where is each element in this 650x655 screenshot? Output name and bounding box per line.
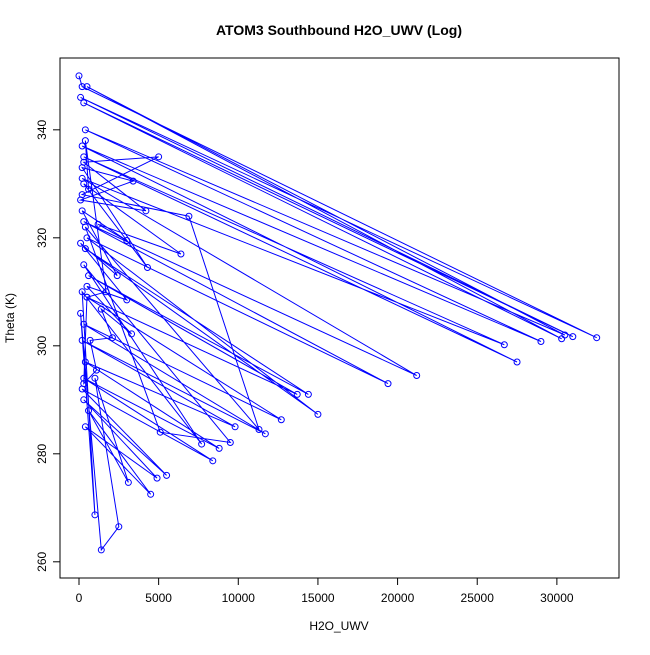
- data-point: [93, 366, 101, 374]
- y-tick-label: 300: [35, 335, 49, 355]
- x-tick-label: 25000: [461, 591, 495, 605]
- data-point: [261, 430, 269, 438]
- data-point: [513, 358, 521, 366]
- data-point: [209, 457, 217, 465]
- data-point: [153, 474, 161, 482]
- data-point: [81, 223, 89, 231]
- data-point: [198, 440, 206, 448]
- data-point: [78, 288, 86, 296]
- data-point: [113, 272, 121, 280]
- plot-box: [59, 57, 620, 579]
- data-point: [85, 185, 93, 193]
- data-point: [593, 334, 601, 342]
- data-point: [561, 331, 569, 339]
- data-line: [78, 75, 597, 552]
- data-point: [569, 333, 577, 341]
- x-tick-label: 30000: [540, 591, 574, 605]
- data-point: [78, 142, 86, 150]
- data-point: [500, 341, 508, 349]
- data-point: [155, 153, 163, 161]
- data-point: [123, 296, 131, 304]
- x-tick-label: 5000: [145, 591, 172, 605]
- data-point: [97, 305, 105, 313]
- data-point: [226, 438, 234, 446]
- data-point: [83, 282, 91, 290]
- data-point: [83, 293, 91, 301]
- data-point: [293, 390, 301, 398]
- data-point: [163, 471, 171, 479]
- data-point: [91, 374, 99, 382]
- data-point: [115, 523, 123, 531]
- data-point: [128, 330, 136, 338]
- data-point: [156, 428, 164, 436]
- data-point: [384, 380, 392, 388]
- x-tick-label: 0: [76, 591, 83, 605]
- data-point: [81, 137, 89, 145]
- data-point: [78, 83, 86, 91]
- data-point: [81, 358, 89, 366]
- data-point: [81, 126, 89, 134]
- data-point: [124, 478, 132, 486]
- data-point: [185, 212, 193, 220]
- x-axis-label: H2O_UWV: [309, 619, 368, 633]
- data-point: [80, 374, 88, 382]
- data-point: [78, 336, 86, 344]
- data-point: [81, 245, 89, 253]
- data-point: [314, 410, 322, 418]
- data-point: [77, 93, 85, 101]
- data-point: [94, 220, 102, 228]
- data-point: [215, 444, 223, 452]
- y-tick-label: 320: [35, 227, 49, 247]
- data-point: [77, 196, 85, 204]
- data-point: [147, 490, 155, 498]
- x-tick-label: 10000: [222, 591, 256, 605]
- data-point: [77, 309, 85, 317]
- data-point: [86, 336, 94, 344]
- data-point: [177, 250, 185, 258]
- data-point: [80, 380, 88, 388]
- data-point: [80, 396, 88, 404]
- data-point: [102, 288, 110, 296]
- data-point: [277, 416, 285, 424]
- y-tick-label: 280: [35, 443, 49, 463]
- data-point: [143, 264, 151, 272]
- data-point: [537, 337, 545, 345]
- data-point: [80, 261, 88, 269]
- data-point: [85, 407, 93, 415]
- data-point: [142, 207, 150, 215]
- x-tick-label: 15000: [301, 591, 335, 605]
- y-axis-label: Theta (K): [3, 293, 17, 343]
- data-point: [123, 237, 131, 245]
- data-point: [129, 177, 137, 185]
- data-point: [85, 272, 93, 280]
- data-point: [77, 239, 85, 247]
- y-tick-label: 260: [35, 551, 49, 571]
- data-point: [413, 372, 421, 380]
- data-point: [80, 180, 88, 188]
- x-tick-label: 20000: [381, 591, 415, 605]
- data-point: [80, 320, 88, 328]
- data-point: [81, 423, 89, 431]
- chart-title: ATOM3 Southbound H2O_UWV (Log): [216, 22, 462, 38]
- data-point: [78, 207, 86, 215]
- data-point: [304, 390, 312, 398]
- data-point: [83, 83, 91, 91]
- y-tick-label: 340: [35, 119, 49, 139]
- data-point: [80, 153, 88, 161]
- data-point: [75, 72, 83, 80]
- data-point: [97, 546, 105, 554]
- data-point: [91, 511, 99, 519]
- data-point: [83, 234, 91, 242]
- data-point: [80, 99, 88, 107]
- data-point: [78, 164, 86, 172]
- data-point: [108, 334, 116, 342]
- data-point: [255, 426, 263, 434]
- data-point: [231, 423, 239, 431]
